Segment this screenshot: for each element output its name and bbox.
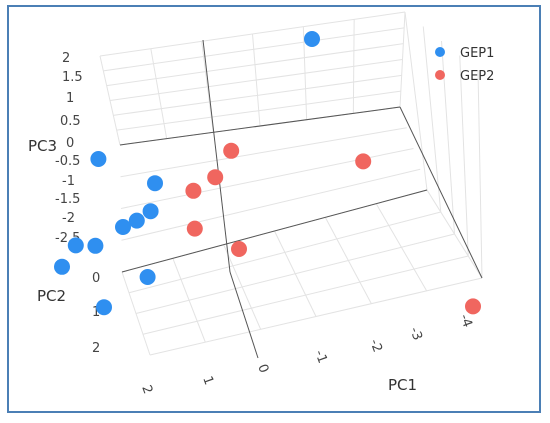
z-tick-label: 0 [66,136,74,151]
z-tick-label: -1.5 [55,192,80,207]
x-tick-label: -2 [366,337,385,354]
z-tick-label: -0.5 [55,154,80,169]
point-gep2-5[interactable] [355,153,372,170]
point-gep1-3[interactable] [142,203,159,220]
z-axis-title: PC3 [28,137,57,155]
legend-marker-gep2[interactable] [435,70,445,80]
z-tick-label: 0.5 [60,114,81,129]
data-points [54,31,481,316]
axis-lines [119,39,483,359]
z-tick-label: 1 [66,91,74,106]
axis-line-2 [229,271,259,359]
y-tick-label: 1 [92,305,100,320]
legend-marker-gep1[interactable] [435,47,445,57]
x-tick-label: 0 [254,362,271,375]
axis-line-3 [121,189,428,273]
point-gep2-0[interactable] [223,142,240,159]
legend[interactable]: GEP1 GEP2 [435,46,494,84]
point-gep1-7[interactable] [87,237,104,254]
z-tick-label: -1 [62,174,75,189]
x-tick-label: -1 [311,348,330,365]
y-axis-title: PC2 [37,287,66,305]
point-gep1-2[interactable] [147,175,163,192]
axis-titles: PC3 PC2 PC1 [28,137,417,394]
point-gep2-1[interactable] [207,169,224,186]
y-tick-label: 0 [92,271,100,286]
legend-label-gep1[interactable]: GEP1 [460,46,494,61]
x-tick-label: 1 [199,374,216,387]
x-tick-label: 2 [138,383,155,396]
point-gep1-8[interactable] [54,258,70,275]
point-gep1-5[interactable] [115,219,131,235]
point-gep1-4[interactable] [128,212,145,229]
z-tick-label: -2 [62,211,75,226]
x-tick-label: -3 [406,325,425,342]
point-gep1-0[interactable] [304,31,320,47]
point-gep2-4[interactable] [231,241,247,257]
point-gep2-6[interactable] [465,298,481,315]
point-gep1-1[interactable] [90,151,107,167]
x-tick-label: -4 [456,312,475,329]
y-tick-label: 2 [92,341,100,356]
point-gep1-6[interactable] [67,237,84,254]
axis-line-0 [119,106,401,146]
legend-label-gep2[interactable]: GEP2 [460,69,494,84]
point-gep1-10[interactable] [96,299,112,316]
point-gep2-2[interactable] [185,182,202,199]
point-gep2-3[interactable] [186,220,203,237]
chart-frame [7,5,541,413]
z-tick-label: 2 [62,51,70,66]
z-tick-label: 1.5 [62,70,83,85]
x-axis-title: PC1 [388,376,417,394]
axis-line-1 [202,39,231,273]
axis-line-4 [399,106,483,279]
point-gep1-9[interactable] [139,269,156,285]
